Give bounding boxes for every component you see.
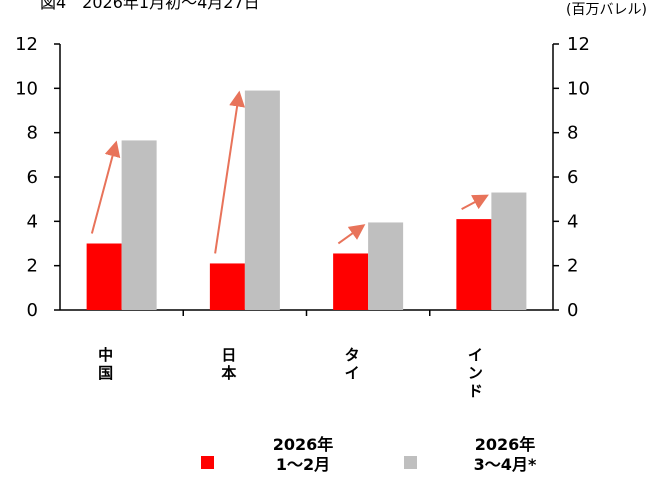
bar-s1-4 [456,219,492,310]
trend-arrow [337,224,366,245]
bar-s2-3 [368,222,404,310]
trend-arrow [214,90,246,254]
legend-label-2: 2026年 3〜4月* [474,435,537,474]
category-label: インド [468,346,483,400]
legend: 2026年 1〜2月 2026年 3〜4月* [201,435,537,474]
bar-s1-3 [333,253,369,310]
bar-s2-2 [244,90,280,310]
legend-swatch-1 [201,456,214,469]
category-label: タイ [345,346,360,382]
trend-arrow [90,140,121,234]
y-tick-label-left: 8 [27,123,38,144]
trend-arrow [461,194,489,211]
bar-s1-2 [209,263,245,310]
legend-label-1: 2026年 1〜2月 [273,435,334,474]
y-tick-label-right: 2 [567,256,578,277]
y-tick-label-left: 12 [15,34,38,55]
category-labels: 中国 日本 タイ インド [98,346,483,400]
y-tick-label-left: 0 [27,300,38,321]
bar-s2-1 [121,140,157,310]
y-tick-label-right: 10 [567,78,590,99]
category-label: 中国 [98,346,113,382]
y-tick-label-right: 4 [567,211,578,232]
trend-arrows [90,90,489,254]
chart-title: 図4 2026年1月初〜4月27日 [40,0,260,12]
bar-s1-1 [86,243,122,310]
unit-label: (百万バレル) [566,2,647,18]
y-tick-label-right: 8 [567,123,578,144]
y-tick-label-left: 6 [27,167,38,188]
y-tick-label-left: 4 [27,211,38,232]
y-tick-label-left: 2 [27,256,38,277]
y-tick-label-right: 0 [567,300,578,321]
y-tick-label-left: 10 [15,78,38,99]
category-label: 日本 [221,346,236,382]
legend-swatch-2 [404,456,417,469]
bars [86,90,527,310]
y-tick-label-right: 6 [567,167,578,188]
bar-s2-4 [491,192,527,310]
y-tick-label-right: 12 [567,34,590,55]
